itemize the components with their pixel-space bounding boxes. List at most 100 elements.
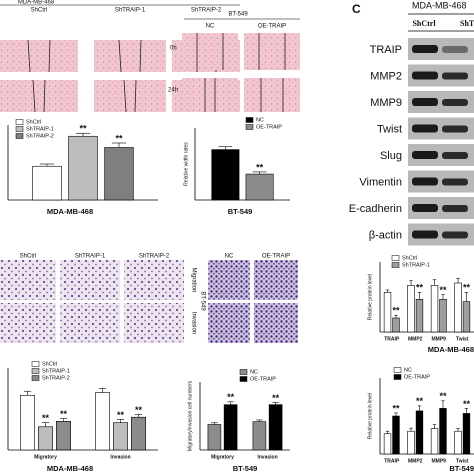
- legend-label: OE-TRAIP: [256, 124, 282, 130]
- panel-title: MDA-MB-468: [18, 0, 55, 6]
- y-axis-label: Migratory/invasion cell numbers: [187, 380, 193, 451]
- x-tick-label: Invasion: [257, 454, 277, 460]
- protein-label: Slug: [380, 150, 402, 162]
- chart-title: BT-549: [233, 464, 258, 473]
- blot-band: [412, 124, 438, 133]
- x-tick-label: Invasion: [110, 454, 130, 460]
- bar: [207, 424, 222, 451]
- bar: [68, 135, 98, 201]
- significance: **: [135, 405, 143, 415]
- panel-title: BT-549: [228, 12, 248, 18]
- significance: **: [439, 391, 447, 401]
- blot-title: MDA-MB-468: [412, 0, 467, 10]
- wound-image: [182, 33, 238, 70]
- x-tick-label: MMP2: [408, 336, 423, 342]
- significance: **: [256, 162, 264, 172]
- column-label: ShTRAIP-2: [139, 254, 170, 260]
- row-label: 0h: [170, 46, 177, 52]
- bar: [430, 285, 439, 333]
- x-tick-label: Migratory: [34, 454, 57, 460]
- column-label: OE-TRAIP: [262, 254, 290, 260]
- chart-title: BT-549: [228, 207, 253, 216]
- significance: **: [416, 396, 424, 406]
- blot-band: [442, 152, 468, 159]
- bar: [383, 292, 392, 333]
- lane-label: ShTRAIP-1: [460, 19, 474, 28]
- legend-swatch: [391, 262, 400, 268]
- bar: [407, 430, 415, 455]
- wound-image: [0, 80, 78, 112]
- transwell-image: [254, 303, 298, 343]
- significance: **: [272, 393, 280, 403]
- transwell-image: [208, 303, 250, 343]
- legend-label: NC: [250, 369, 258, 375]
- transwell-image: [208, 260, 250, 300]
- bar: [430, 428, 439, 455]
- legend-label: ShCtrl: [402, 255, 417, 261]
- bar: [392, 415, 400, 455]
- blot-band: [412, 177, 438, 186]
- legend-label: ShCtrl: [42, 361, 57, 367]
- bar: [223, 404, 238, 451]
- legend-swatch: [15, 133, 24, 139]
- bar: [439, 299, 447, 333]
- transwell-image: [60, 303, 120, 343]
- bar: [252, 421, 267, 451]
- transwell-image: [0, 260, 56, 300]
- significance: **: [115, 133, 123, 143]
- wound-edge: [134, 79, 137, 113]
- legend-label: NC: [256, 117, 264, 123]
- legend-label: ShTRAIP-1: [26, 126, 54, 132]
- row-label: 24h: [168, 88, 178, 94]
- blot-band: [442, 125, 468, 133]
- bar: [131, 416, 147, 451]
- blot-band: [442, 72, 468, 80]
- blot-strip: [408, 64, 474, 87]
- transwell-image: [124, 260, 184, 300]
- legend-label: OE-TRAIP: [404, 374, 430, 380]
- protein-label: MMP9: [370, 97, 402, 109]
- blot-strip: [408, 144, 474, 166]
- bar: [454, 430, 462, 455]
- lane-label: ShCtrl: [412, 19, 436, 28]
- blot-band: [412, 151, 438, 159]
- column-label: NC: [206, 24, 215, 30]
- blot-strip: [408, 91, 474, 113]
- legend-swatch: [15, 119, 24, 125]
- protein-label: Twist: [377, 123, 402, 135]
- chart-title: MDA-MB-468: [47, 207, 93, 216]
- wound-edge: [123, 79, 127, 113]
- bar: [32, 165, 62, 201]
- blot-band: [412, 204, 438, 212]
- significance: **: [227, 392, 235, 402]
- wound-edge: [27, 39, 31, 73]
- column-label: ShCtrl: [20, 254, 37, 260]
- bar: [415, 299, 424, 333]
- significance: **: [79, 124, 87, 134]
- significance: **: [117, 410, 125, 420]
- legend-swatch: [239, 376, 248, 382]
- bar: [268, 404, 283, 451]
- protein-label: Vimentin: [359, 176, 402, 188]
- x-tick-label: TRAIP: [384, 458, 400, 464]
- bar: [462, 413, 471, 455]
- legend-label: ShTRAIP-1: [402, 262, 430, 268]
- wound-edge: [32, 79, 36, 113]
- blot-band: [412, 98, 438, 106]
- wound-image: [94, 40, 166, 72]
- transwell-image: [124, 303, 184, 343]
- chart-title: MDA-MB-468: [47, 464, 93, 473]
- x-tick-label: Twist: [456, 458, 469, 464]
- bar: [245, 173, 274, 201]
- bar: [37, 426, 53, 451]
- x-tick-label: Migratory: [211, 454, 234, 460]
- legend-swatch: [31, 368, 40, 374]
- wound-image: [244, 33, 300, 70]
- blot-strip: [408, 170, 474, 193]
- legend-swatch: [391, 255, 400, 261]
- legend-label: ShCtrl: [26, 119, 41, 125]
- wound-image: [94, 80, 166, 112]
- column-label: ShTRAIP-1: [115, 8, 146, 14]
- protein-label: β-actin: [369, 229, 402, 241]
